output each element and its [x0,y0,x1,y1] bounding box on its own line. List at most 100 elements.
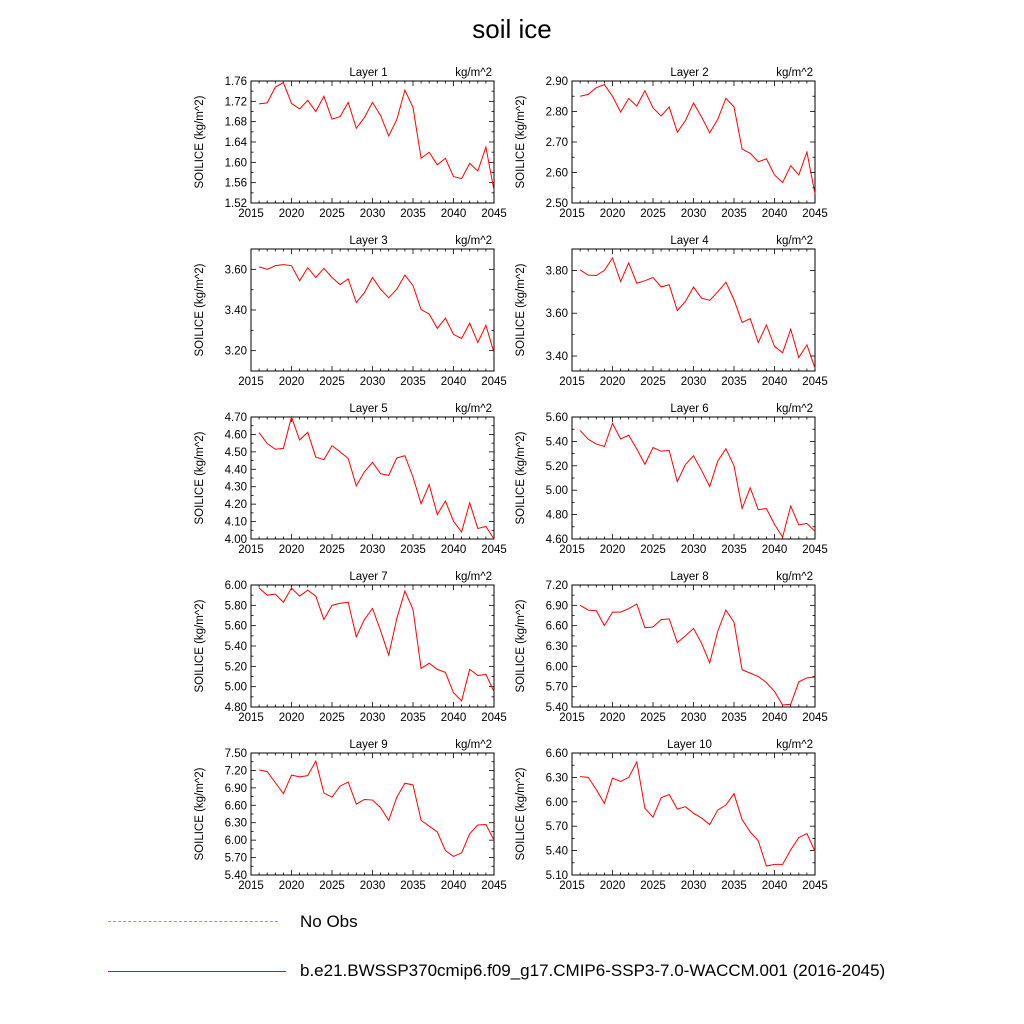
x-tick-label: 2020 [600,880,626,892]
y-tick-label: 6.60 [546,621,568,633]
y-tick-label: 4.40 [225,464,247,476]
x-tick-label: 2045 [481,544,507,556]
y-tick-label: 4.10 [225,517,247,529]
y-tick-label: 3.60 [225,264,247,276]
panel-5: Layer 5 kg/m^2 SOILICE (kg/m^2) 2015 2020 202… [194,403,507,556]
series-line [258,264,495,353]
x-tick-label: 2025 [319,208,345,220]
x-tick-label: 2040 [441,712,467,724]
panel-units: kg/m^2 [455,571,492,583]
x-tick-label: 2020 [600,376,626,388]
panel-title: Layer 4 [670,235,709,247]
panel-1: Layer 1 kg/m^2 SOILICE (kg/m^2) 2015 2020 202… [194,67,507,220]
y-tick-label: 4.30 [225,482,247,494]
panel-title: Layer 3 [349,235,387,247]
y-tick-label: 6.60 [546,748,568,760]
panel-title: Layer 10 [667,739,712,751]
x-tick-label: 2015 [559,712,585,724]
x-tick-label: 2020 [279,376,305,388]
x-tick-label: 2020 [279,208,305,220]
y-tick-label: 4.60 [225,429,247,441]
panel-6: Layer 6 kg/m^2 SOILICE (kg/m^2) 2015 2020 202… [515,403,828,556]
y-axis-label: SOILICE (kg/m^2) [194,767,206,860]
x-tick-label: 2040 [441,376,467,388]
panel-title: Layer 7 [349,571,387,583]
x-tick-label: 2035 [400,544,426,556]
x-tick-label: 2030 [681,880,707,892]
x-tick-label: 2030 [360,376,386,388]
panel-title: Layer 5 [349,403,387,415]
y-tick-label: 5.70 [225,853,247,865]
y-tick-label: 3.80 [546,265,568,277]
x-tick-label: 2030 [681,376,707,388]
y-tick-label: 4.80 [225,702,247,714]
y-tick-label: 1.68 [225,117,247,129]
y-tick-label: 1.56 [225,178,247,190]
x-tick-label: 2045 [481,712,507,724]
y-axis-label: SOILICE (kg/m^2) [515,599,527,692]
x-tick-label: 2045 [802,544,828,556]
y-tick-label: 4.80 [546,510,568,522]
x-tick-label: 2035 [721,376,747,388]
series-line [580,760,816,867]
x-tick-label: 2035 [721,712,747,724]
panel-units: kg/m^2 [455,235,492,247]
x-tick-label: 2015 [238,712,264,724]
y-tick-label: 3.20 [225,346,247,358]
plot-frame [571,584,816,708]
series-line [579,603,816,706]
x-tick-label: 2035 [400,208,426,220]
panel-2: Layer 2 kg/m^2 SOILICE (kg/m^2) 2015 2020 202… [515,67,828,220]
x-tick-label: 2040 [762,880,788,892]
y-tick-label: 6.00 [546,797,568,809]
panel-units: kg/m^2 [776,235,813,247]
y-tick-label: 2.90 [546,76,568,88]
y-tick-label: 4.50 [225,447,247,459]
x-tick-label: 2045 [802,376,828,388]
panel-units: kg/m^2 [776,67,813,79]
y-tick-label: 6.30 [546,772,568,784]
panel-units: kg/m^2 [455,739,492,751]
plot-frame [571,80,816,204]
x-tick-label: 2015 [238,208,264,220]
series-line [258,415,495,540]
x-tick-label: 2025 [319,544,345,556]
plot-frame [250,416,495,540]
panel-10: Layer 10 kg/m^2 SOILICE (kg/m^2) 2015 2020 20… [515,739,828,892]
y-tick-label: 3.40 [546,351,568,363]
panel-units: kg/m^2 [776,739,813,751]
y-tick-label: 2.70 [546,137,568,149]
y-tick-label: 4.70 [225,412,247,424]
y-axis-label: SOILICE (kg/m^2) [194,599,206,692]
x-tick-label: 2040 [762,712,788,724]
x-tick-label: 2045 [802,880,828,892]
y-tick-label: 7.20 [225,765,247,777]
panel-units: kg/m^2 [776,571,813,583]
y-tick-label: 7.20 [546,580,568,592]
y-tick-label: 4.00 [225,534,247,546]
y-tick-label: 5.00 [546,485,568,497]
x-tick-label: 2035 [721,208,747,220]
series-line [258,759,495,857]
panel-units: kg/m^2 [455,67,492,79]
y-tick-label: 1.52 [225,198,247,210]
y-tick-label: 5.40 [546,436,568,448]
y-tick-label: 5.70 [546,821,568,833]
x-tick-label: 2025 [640,880,666,892]
y-tick-label: 6.00 [546,661,568,673]
y-tick-label: 5.60 [225,621,247,633]
panel-title: Layer 6 [670,403,708,415]
y-tick-label: 5.40 [546,702,568,714]
series-line [579,422,816,539]
y-tick-label: 6.30 [225,818,247,830]
x-tick-label: 2045 [481,880,507,892]
x-tick-label: 2015 [238,376,264,388]
x-tick-label: 2015 [238,544,264,556]
x-tick-label: 2045 [802,208,828,220]
y-tick-label: 1.60 [225,157,247,169]
x-tick-label: 2020 [279,544,305,556]
x-tick-label: 2030 [360,712,386,724]
plot-frame [250,584,495,708]
panel-title: Layer 1 [349,67,387,79]
y-tick-label: 3.60 [546,308,568,320]
